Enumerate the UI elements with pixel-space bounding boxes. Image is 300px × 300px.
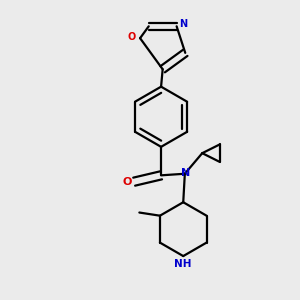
Text: N: N (179, 19, 188, 29)
Text: O: O (127, 32, 135, 42)
Text: NH: NH (175, 259, 192, 269)
Text: O: O (122, 177, 132, 187)
Text: N: N (181, 168, 190, 178)
